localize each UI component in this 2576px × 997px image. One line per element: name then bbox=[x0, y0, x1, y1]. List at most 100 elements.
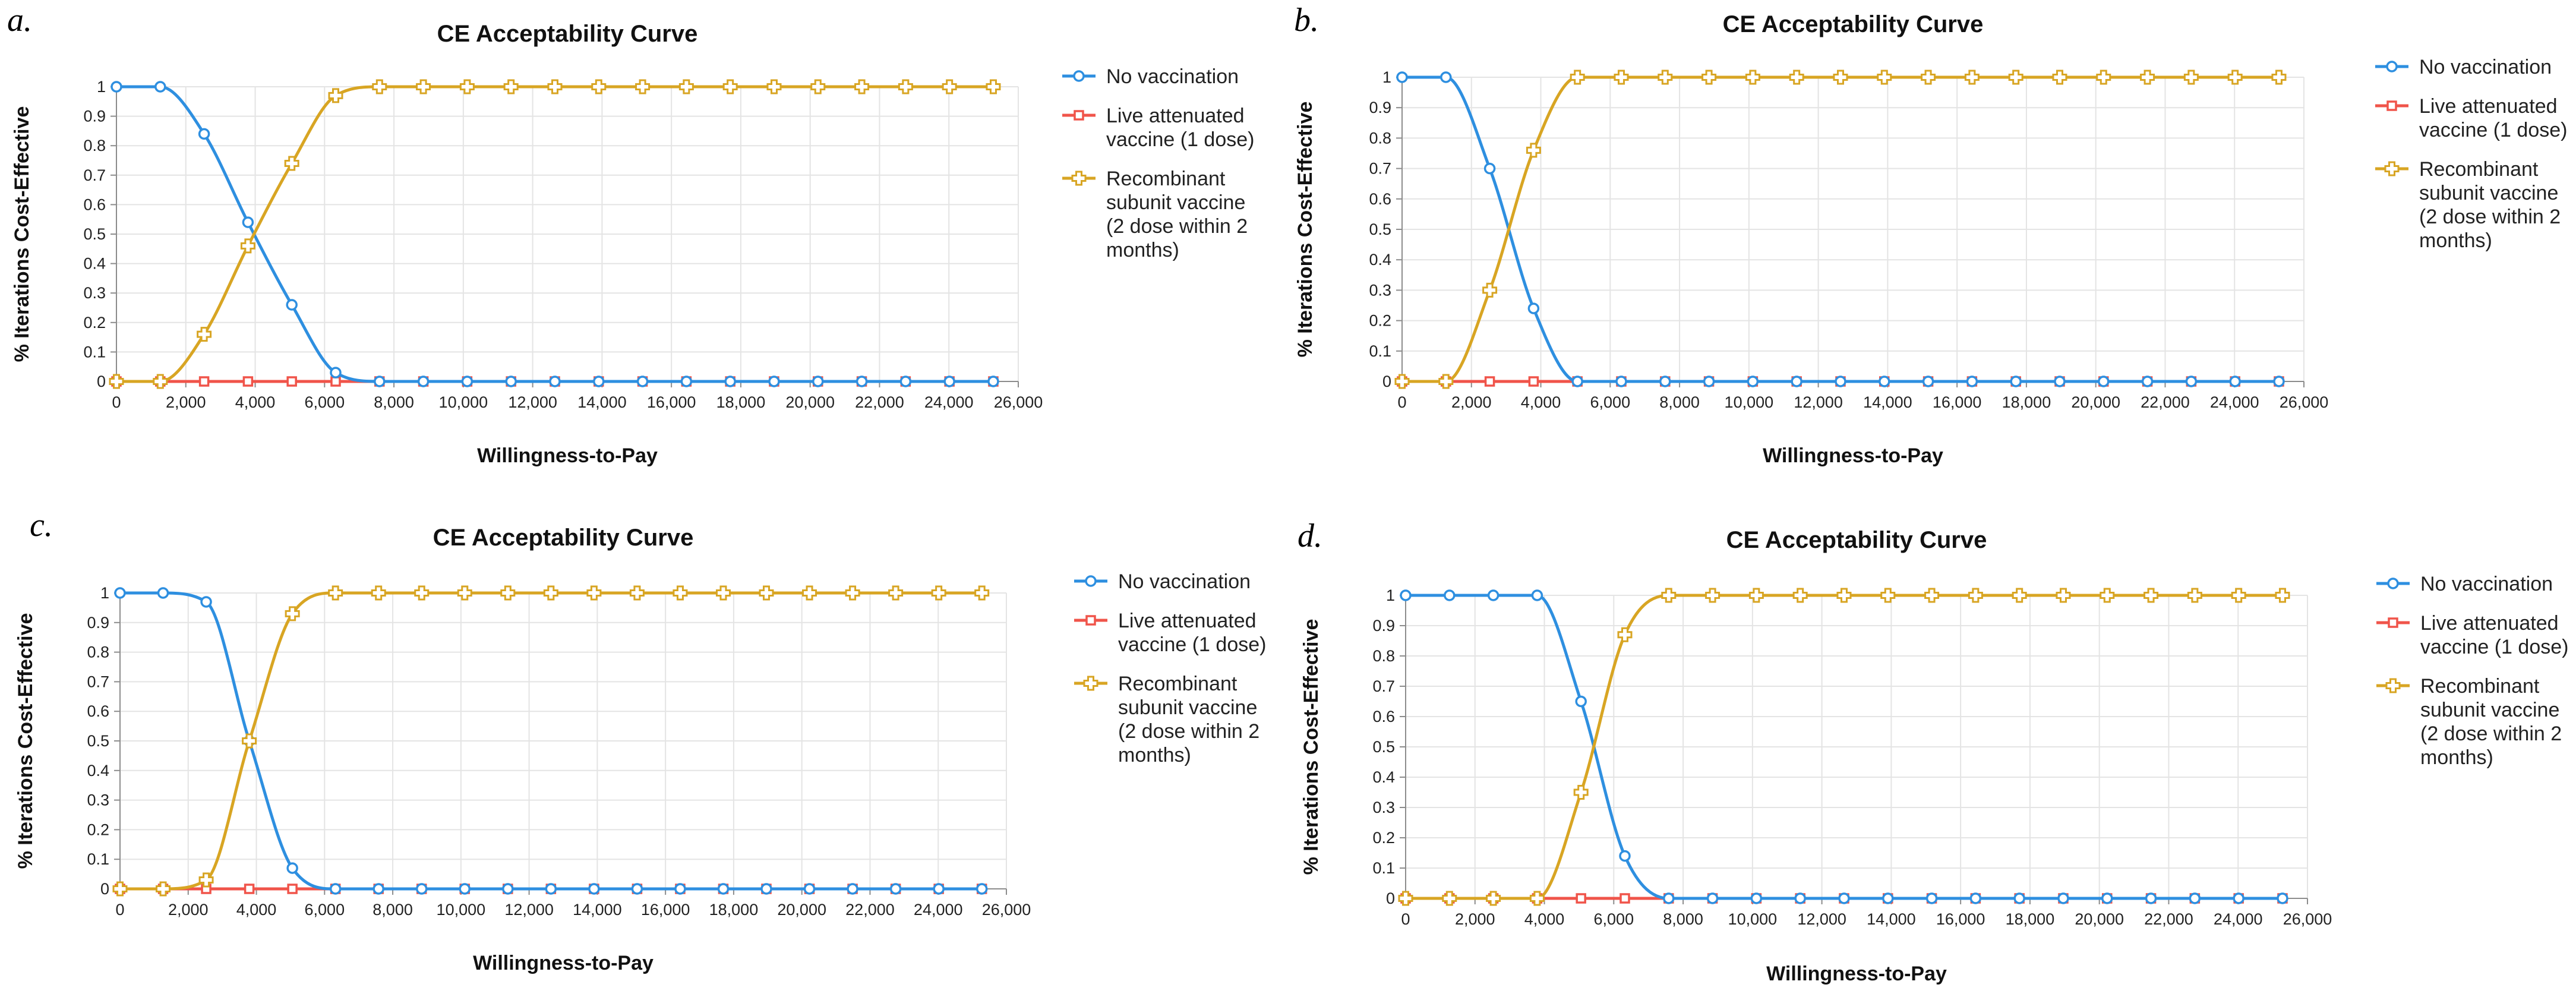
legend-item: No vaccination bbox=[1074, 570, 1251, 593]
x-tick-label: 10,000 bbox=[439, 393, 488, 411]
data-point bbox=[200, 596, 212, 608]
series-3 bbox=[112, 585, 990, 897]
data-point bbox=[242, 376, 254, 387]
x-tick-label: 6,000 bbox=[1594, 910, 1634, 928]
data-point bbox=[1570, 70, 1585, 85]
data-point bbox=[1794, 892, 1806, 904]
data-point bbox=[2100, 588, 2115, 603]
x-axis-label: Willingness-to-Pay bbox=[473, 952, 654, 974]
data-point bbox=[768, 376, 780, 387]
y-tick-label: 0.6 bbox=[83, 195, 106, 213]
legend-swatch-marker bbox=[2388, 617, 2398, 628]
data-point bbox=[1396, 71, 1408, 83]
data-point bbox=[502, 883, 514, 895]
data-point bbox=[1484, 376, 1495, 387]
data-point bbox=[586, 585, 602, 601]
chart-title: CE Acceptability Curve bbox=[1726, 527, 1987, 553]
panel-letter: c. bbox=[30, 507, 53, 544]
y-tick-label: 0.3 bbox=[1372, 799, 1395, 816]
x-tick-label: 24,000 bbox=[914, 901, 963, 919]
data-point bbox=[114, 587, 126, 599]
legend: No vaccination Live attenuated vaccine (1 … bbox=[2375, 56, 2567, 252]
data-point bbox=[1703, 376, 1715, 387]
x-tick-label: 12,000 bbox=[504, 901, 554, 919]
data-point bbox=[1750, 892, 1763, 904]
data-point bbox=[1438, 374, 1454, 389]
data-point bbox=[855, 376, 868, 387]
x-tick-label: 8,000 bbox=[1659, 393, 1700, 411]
data-point bbox=[1921, 70, 1936, 85]
grid bbox=[119, 592, 1007, 889]
data-point bbox=[1969, 892, 1982, 904]
data-point bbox=[812, 376, 824, 387]
series-line bbox=[1404, 594, 2284, 900]
x-tick-label: 18,000 bbox=[716, 393, 766, 411]
data-point bbox=[889, 883, 902, 895]
series-3 bbox=[109, 79, 1001, 389]
data-point bbox=[2098, 376, 2110, 387]
x-tick-label: 18,000 bbox=[709, 901, 759, 919]
series-3 bbox=[1398, 588, 2290, 906]
data-point bbox=[1968, 588, 1983, 603]
legend-label-line: (2 dose within 2 bbox=[2420, 722, 2562, 745]
legend-swatch-marker bbox=[1074, 110, 1084, 121]
y-tick-label: 0.3 bbox=[87, 791, 109, 809]
x-tick-label: 2,000 bbox=[1455, 910, 1495, 928]
data-point bbox=[942, 79, 957, 94]
data-point bbox=[286, 299, 298, 311]
legend-item: Live attenuated vaccine (1 dose) bbox=[2375, 95, 2567, 141]
legend-item: No vaccination bbox=[2376, 573, 2553, 595]
x-tick-label: 0 bbox=[1397, 393, 1406, 411]
data-point bbox=[284, 156, 299, 171]
y-tick-label: 0.8 bbox=[87, 643, 109, 661]
data-point bbox=[328, 88, 343, 103]
x-tick-label: 4,000 bbox=[235, 393, 276, 411]
data-point bbox=[678, 79, 694, 94]
y-tick-label: 0.6 bbox=[1372, 708, 1395, 725]
legend-item: Live attenuated vaccine (1 dose) bbox=[2376, 612, 2568, 658]
y-tick-label: 0.2 bbox=[83, 314, 106, 332]
y-tick-label: 0.4 bbox=[87, 762, 109, 780]
legend-label-line: subunit vaccine bbox=[1118, 696, 1257, 719]
data-point bbox=[1620, 893, 1630, 904]
data-point bbox=[2227, 70, 2243, 85]
data-point bbox=[330, 367, 342, 378]
x-tick-label: 22,000 bbox=[2141, 393, 2190, 411]
x-tick-label: 0 bbox=[115, 901, 124, 919]
x-tick-label: 8,000 bbox=[372, 901, 413, 919]
legend-label-line: months) bbox=[2420, 746, 2493, 769]
data-point bbox=[1573, 785, 1589, 800]
y-tick-label: 0.4 bbox=[1372, 768, 1395, 786]
data-point bbox=[1705, 588, 1721, 603]
data-point bbox=[931, 585, 946, 601]
legend-label-line: vaccine (1 dose) bbox=[1106, 128, 1254, 151]
y-tick-label: 0.9 bbox=[87, 614, 109, 632]
series-line bbox=[1400, 75, 2281, 383]
legend-swatch-marker bbox=[2384, 161, 2400, 176]
data-point bbox=[2101, 892, 2113, 904]
x-tick-label: 22,000 bbox=[2144, 910, 2193, 928]
y-tick-label: 0.1 bbox=[1372, 859, 1395, 877]
data-point bbox=[459, 883, 471, 895]
data-point bbox=[1882, 892, 1894, 904]
legend-label: No vaccination bbox=[2420, 573, 2553, 595]
data-point bbox=[722, 79, 738, 94]
data-point bbox=[2183, 70, 2199, 85]
data-point bbox=[329, 883, 342, 895]
y-tick-label: 0 bbox=[1382, 373, 1391, 390]
x-tick-label: 18,000 bbox=[2006, 910, 2055, 928]
x-tick-label: 14,000 bbox=[1867, 910, 1916, 928]
y-tick-label: 0.2 bbox=[1372, 829, 1395, 847]
y-tick-label: 1 bbox=[1382, 68, 1391, 86]
data-point bbox=[330, 376, 341, 387]
legend-swatch-marker bbox=[2386, 61, 2398, 72]
data-point bbox=[2185, 376, 2198, 387]
data-point bbox=[854, 79, 870, 94]
data-point bbox=[415, 883, 428, 895]
x-tick-label: 16,000 bbox=[647, 393, 696, 411]
data-point bbox=[1966, 376, 1978, 387]
data-point bbox=[943, 376, 955, 387]
data-point bbox=[2013, 892, 2025, 904]
legend-label-line: months) bbox=[1106, 239, 1179, 261]
legend-swatch-marker bbox=[2386, 100, 2397, 111]
